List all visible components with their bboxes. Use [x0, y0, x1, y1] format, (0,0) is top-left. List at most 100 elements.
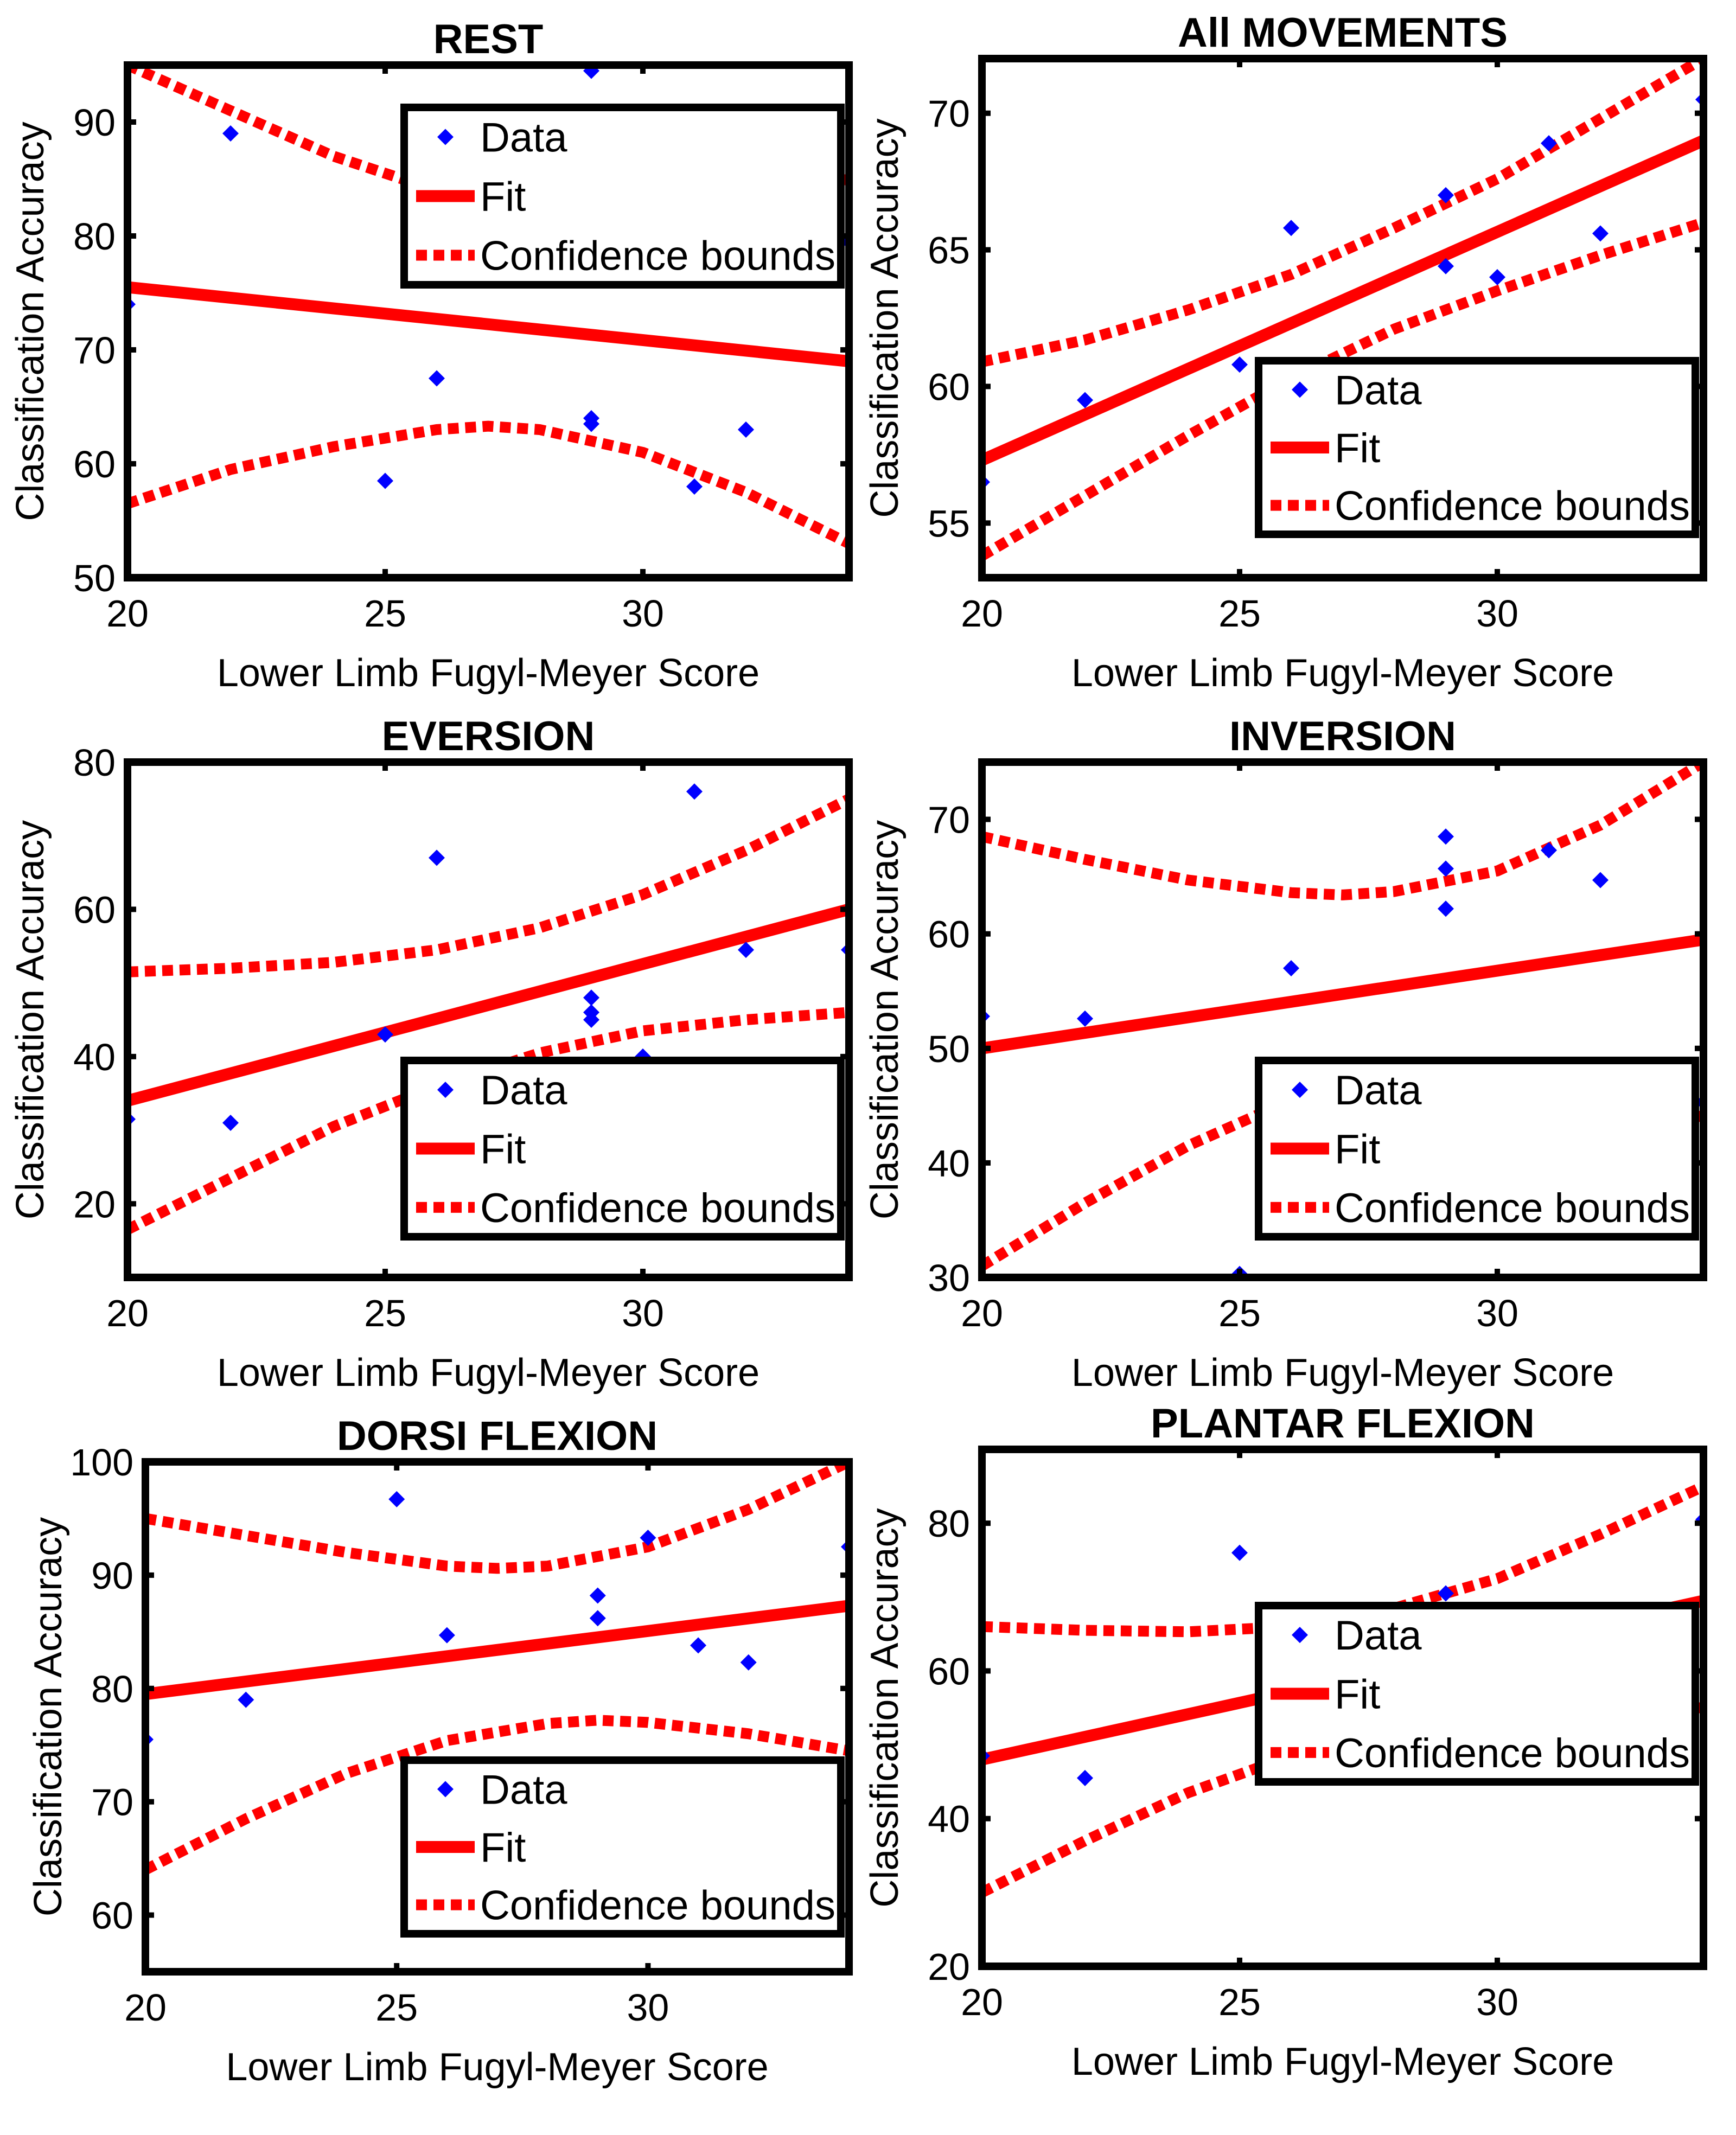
legend-label: Fit — [1335, 425, 1380, 471]
data-point — [222, 1115, 239, 1131]
data-point — [1438, 1585, 1454, 1602]
y-tick-label: 90 — [91, 1555, 133, 1597]
y-axis-label: Classification Accuracy — [863, 118, 907, 517]
legend-label: Data — [480, 1767, 567, 1813]
y-tick-label: 70 — [928, 799, 970, 841]
legend-label: Confidence bounds — [480, 233, 835, 279]
legend-label: Fit — [1335, 1672, 1380, 1718]
legend-box — [400, 1057, 845, 1241]
chart-title: PLANTAR FLEXION — [1151, 1401, 1535, 1447]
legend: Data Fit Confidence bounds — [400, 104, 845, 289]
x-tick-label: 20 — [961, 1292, 1003, 1334]
y-tick-label: 60 — [928, 913, 970, 956]
y-tick-label: 60 — [928, 366, 970, 408]
y-tick-label: 100 — [70, 1441, 133, 1484]
data-point — [377, 1026, 393, 1043]
data-point — [583, 1012, 599, 1028]
data-point — [1438, 828, 1454, 845]
y-tick-label: 60 — [73, 888, 116, 931]
legend-label: Data — [480, 115, 567, 161]
legend-box — [400, 104, 845, 289]
y-tick-label: 40 — [73, 1036, 116, 1078]
x-axis-label: Lower Limb Fugyl-Meyer Score — [217, 651, 760, 695]
subplot-5: 20 25 30 60 70 80 90 100 DORSI FLEXION Lower Limb… — [27, 1413, 853, 2089]
y-tick-label: 65 — [928, 229, 970, 272]
legend-label: Confidence bounds — [1335, 1185, 1690, 1231]
data-point — [438, 1627, 455, 1644]
x-tick-label: 30 — [622, 1292, 664, 1334]
x-tick-label: 25 — [1218, 1981, 1261, 2023]
x-tick-label: 25 — [1218, 592, 1261, 635]
legend: Data Fit Confidence bounds — [1255, 1057, 1699, 1241]
data-point — [1231, 1544, 1248, 1561]
subplot-3: 20 25 30 20 40 60 80 EVERSION Lower Limb Fugyl-M… — [9, 713, 853, 1395]
upper-bound-line — [127, 794, 849, 977]
legend-data-marker — [1292, 1082, 1308, 1098]
y-tick-label: 50 — [928, 1028, 970, 1070]
upper-bound-line — [982, 59, 1703, 367]
subplot-2: 20 25 30 55 60 65 70 All MOVEMENTS Lower Limb Fu… — [863, 10, 1707, 695]
y-tick-label: 70 — [928, 93, 970, 135]
chart-title: All MOVEMENTS — [1178, 10, 1508, 56]
y-axis-label: Classification Accuracy — [27, 1517, 70, 1916]
chart-title: EVERSION — [382, 713, 595, 759]
legend-label: Data — [1335, 1613, 1422, 1659]
data-point — [1077, 1769, 1093, 1786]
legend-data-marker — [437, 1082, 454, 1098]
legend-label: Data — [1335, 367, 1422, 413]
data-point — [429, 370, 445, 387]
x-tick-label: 20 — [106, 592, 149, 635]
subplot-4: 20 25 30 30 40 50 60 70 INVERSION Lower Limb Fugy… — [863, 713, 1707, 1395]
data-point — [740, 1654, 757, 1671]
x-tick-label: 30 — [1476, 592, 1518, 635]
chart-title: REST — [433, 16, 544, 62]
y-tick-label: 80 — [73, 215, 116, 258]
data-point — [1489, 269, 1505, 285]
legend-data-marker — [1292, 1627, 1308, 1644]
data-point — [1231, 356, 1248, 373]
legend-label: Confidence bounds — [1335, 483, 1690, 529]
y-tick-label: 60 — [73, 443, 116, 485]
legend: Data Fit Confidence bounds — [400, 1756, 845, 1938]
legend-label: Fit — [480, 1127, 526, 1173]
lower-bound-line — [127, 420, 849, 548]
y-tick-label: 80 — [73, 742, 116, 784]
data-point — [388, 1491, 405, 1507]
data-point — [1438, 860, 1454, 877]
y-tick-label: 60 — [928, 1650, 970, 1692]
fit-line — [127, 281, 849, 367]
x-tick-label: 30 — [1476, 1292, 1518, 1334]
data-point — [690, 1637, 707, 1654]
legend: Data Fit Confidence bounds — [400, 1057, 845, 1241]
y-tick-label: 40 — [928, 1142, 970, 1185]
data-point — [1541, 842, 1557, 859]
data-point — [1283, 960, 1299, 976]
y-tick-label: 60 — [91, 1895, 133, 1937]
x-tick-label: 25 — [364, 592, 406, 635]
x-axis-label: Lower Limb Fugyl-Meyer Score — [1071, 2040, 1614, 2083]
data-point — [1283, 220, 1299, 236]
fit-line — [982, 934, 1703, 1054]
x-tick-label: 25 — [375, 1986, 418, 2029]
data-point — [1438, 900, 1454, 917]
lower-bound-line — [982, 217, 1703, 561]
y-tick-label: 70 — [73, 329, 116, 372]
y-axis-label: Classification Accuracy — [863, 820, 907, 1219]
data-point — [1438, 187, 1454, 203]
legend-label: Confidence bounds — [1335, 1730, 1690, 1776]
data-point — [738, 421, 754, 438]
axes-frame — [978, 55, 1707, 581]
legend-label: Data — [1335, 1068, 1422, 1114]
x-axis-label: Lower Limb Fugyl-Meyer Score — [1071, 1351, 1614, 1395]
legend-data-marker — [437, 129, 454, 145]
data-point — [686, 783, 703, 800]
subplot-1: 20 25 30 50 60 70 80 90 REST Lower Limb Fugyl-Mey… — [9, 16, 853, 695]
data-point — [1077, 392, 1093, 408]
legend-label: Fit — [1335, 1127, 1380, 1173]
y-tick-label: 55 — [928, 502, 970, 545]
x-tick-label: 20 — [106, 1292, 149, 1334]
x-tick-label: 20 — [124, 1986, 167, 2029]
data-point — [238, 1691, 254, 1708]
fit-line — [982, 135, 1703, 466]
